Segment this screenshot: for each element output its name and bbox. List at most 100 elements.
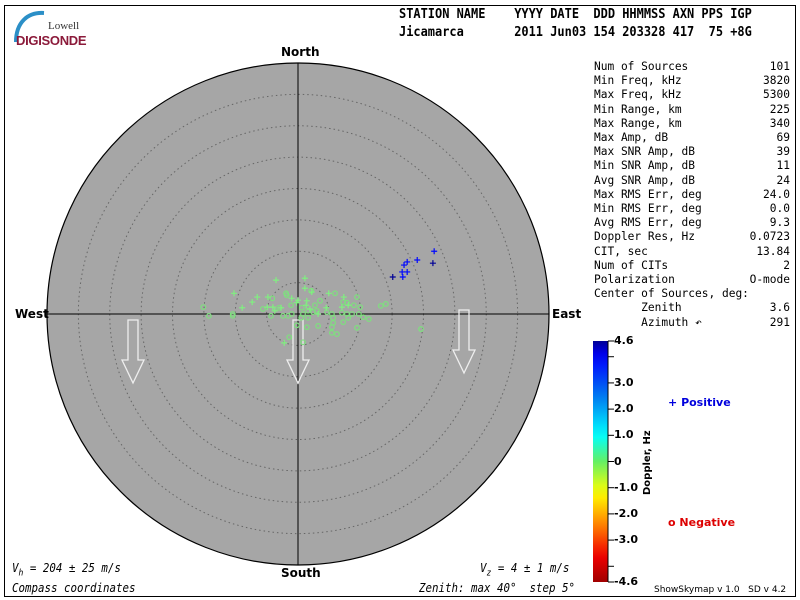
stat-label: Num of CITs <box>594 258 669 272</box>
version-text: ShowSkymap v 1.0 SD v 4.2 <box>654 585 787 595</box>
source-negative <box>312 302 318 309</box>
stat-value: O-mode <box>749 273 790 287</box>
zenith-note: Zenith: max 40° step 5° <box>419 581 576 595</box>
source-negative <box>317 297 323 304</box>
stat-row: Max Freq, kHz 5300 <box>594 88 790 102</box>
plus-icon: + <box>668 396 678 409</box>
stat-label: Min SNR Amp, dB <box>594 159 696 173</box>
source-negative <box>229 311 236 317</box>
stat-value: 13.84 <box>756 244 790 258</box>
source-negative <box>313 307 320 314</box>
source-negative <box>288 311 295 317</box>
source-positive <box>429 260 436 267</box>
legend-negative: o Negative <box>668 516 735 529</box>
source-negative <box>323 309 330 316</box>
source-negative <box>339 309 345 316</box>
stat-value: 24 <box>776 173 790 187</box>
source-positive <box>389 273 396 280</box>
source-positive <box>315 311 322 317</box>
label-south: South <box>281 566 321 580</box>
legend-positive: + Positive <box>668 396 731 409</box>
stat-label: Num of Sources <box>594 60 689 73</box>
vertical-velocity: Vz = 4 ± 1 m/s <box>480 561 570 579</box>
source-positive <box>431 248 438 255</box>
source-negative <box>366 316 372 322</box>
source-negative <box>349 311 355 317</box>
stat-label: Avg RMS Err, deg <box>594 216 702 230</box>
source-positive <box>264 294 271 301</box>
logo-lowell: Lowell <box>48 20 80 32</box>
source-negative <box>259 306 266 312</box>
source-negative <box>283 292 290 299</box>
source-positive <box>288 295 295 302</box>
stat-label: Max RMS Err, deg <box>594 187 702 201</box>
source-positive <box>325 290 332 297</box>
colorbar-title: Doppler, Hz <box>642 430 653 495</box>
stat-value: 3820 <box>763 74 790 88</box>
source-negative <box>334 331 340 337</box>
source-positive <box>278 304 285 311</box>
colorbar-tick-label: 2.0 <box>614 402 634 416</box>
stat-label: Avg SNR Amp, dB <box>594 173 696 187</box>
stat-value: 11 <box>776 159 790 173</box>
stat-row: Max RMS Err, deg 24.0 <box>594 188 790 202</box>
source-positive <box>301 275 308 282</box>
source-positive <box>338 304 345 311</box>
source-negative <box>328 329 335 336</box>
stat-value: 2 <box>783 258 790 272</box>
coordinates-note: Compass coordinates <box>12 581 136 595</box>
colorbar <box>593 341 608 582</box>
source-negative <box>300 339 306 346</box>
legend-positive-label: Positive <box>681 396 731 409</box>
source-positive <box>404 268 411 275</box>
source-positive <box>271 307 278 314</box>
source-negative <box>293 322 300 329</box>
stat-label: Min Range, km <box>594 102 682 116</box>
stat-label: Polarization <box>594 273 675 287</box>
stat-value: 225 <box>769 102 790 116</box>
source-negative <box>305 314 311 321</box>
source-positive <box>414 257 421 264</box>
source-positive <box>249 299 256 306</box>
stat-value: 24.0 <box>763 187 790 201</box>
source-negative <box>332 290 338 297</box>
source-negative <box>288 302 294 309</box>
stat-row: CIT, sec 13.84 <box>594 245 790 259</box>
source-negative <box>205 312 212 319</box>
stat-label: Azimuth ↶ <box>594 315 702 329</box>
stat-value: 291 <box>769 315 790 329</box>
colorbar-tick-label: -1.0 <box>614 480 639 494</box>
stat-value: 5300 <box>763 88 790 102</box>
legend-negative-label: Negative <box>679 516 736 529</box>
stat-label: Doppler Res, Hz <box>594 230 696 244</box>
source-positive <box>399 273 406 280</box>
stat-value: 39 <box>776 145 790 159</box>
source-negative <box>298 314 305 321</box>
header-values: Jicamarca 2011 Jun03 154 203328 417 75 +… <box>399 25 752 40</box>
source-negative <box>269 295 276 302</box>
source-positive <box>230 290 237 297</box>
stat-label: Max Range, km <box>594 116 682 130</box>
stat-value: 340 <box>769 116 790 130</box>
stat-label: CIT, sec <box>594 244 648 258</box>
velocity-arrow-icon <box>120 319 146 385</box>
source-positive <box>323 304 330 311</box>
source-negative <box>377 302 384 309</box>
stat-value: 69 <box>776 131 790 145</box>
colorbar-tick-label: -3.0 <box>614 533 639 547</box>
colorbar-tick-label: 4.6 <box>614 334 634 347</box>
stat-row: Min Freq, kHz 3820 <box>594 74 790 88</box>
source-positive <box>306 305 313 312</box>
source-positive <box>269 304 276 311</box>
source-negative <box>340 299 347 305</box>
colorbar-tick-label: -2.0 <box>614 506 639 520</box>
stat-row: Azimuth ↶ 291 <box>594 316 790 330</box>
source-negative <box>298 304 305 311</box>
stat-row: Num of Sources 101 <box>594 60 790 74</box>
source-negative <box>308 287 315 294</box>
source-positive <box>281 339 288 346</box>
stat-value: 3.6 <box>769 301 790 315</box>
source-negative <box>355 311 362 317</box>
source-negative <box>315 323 321 329</box>
